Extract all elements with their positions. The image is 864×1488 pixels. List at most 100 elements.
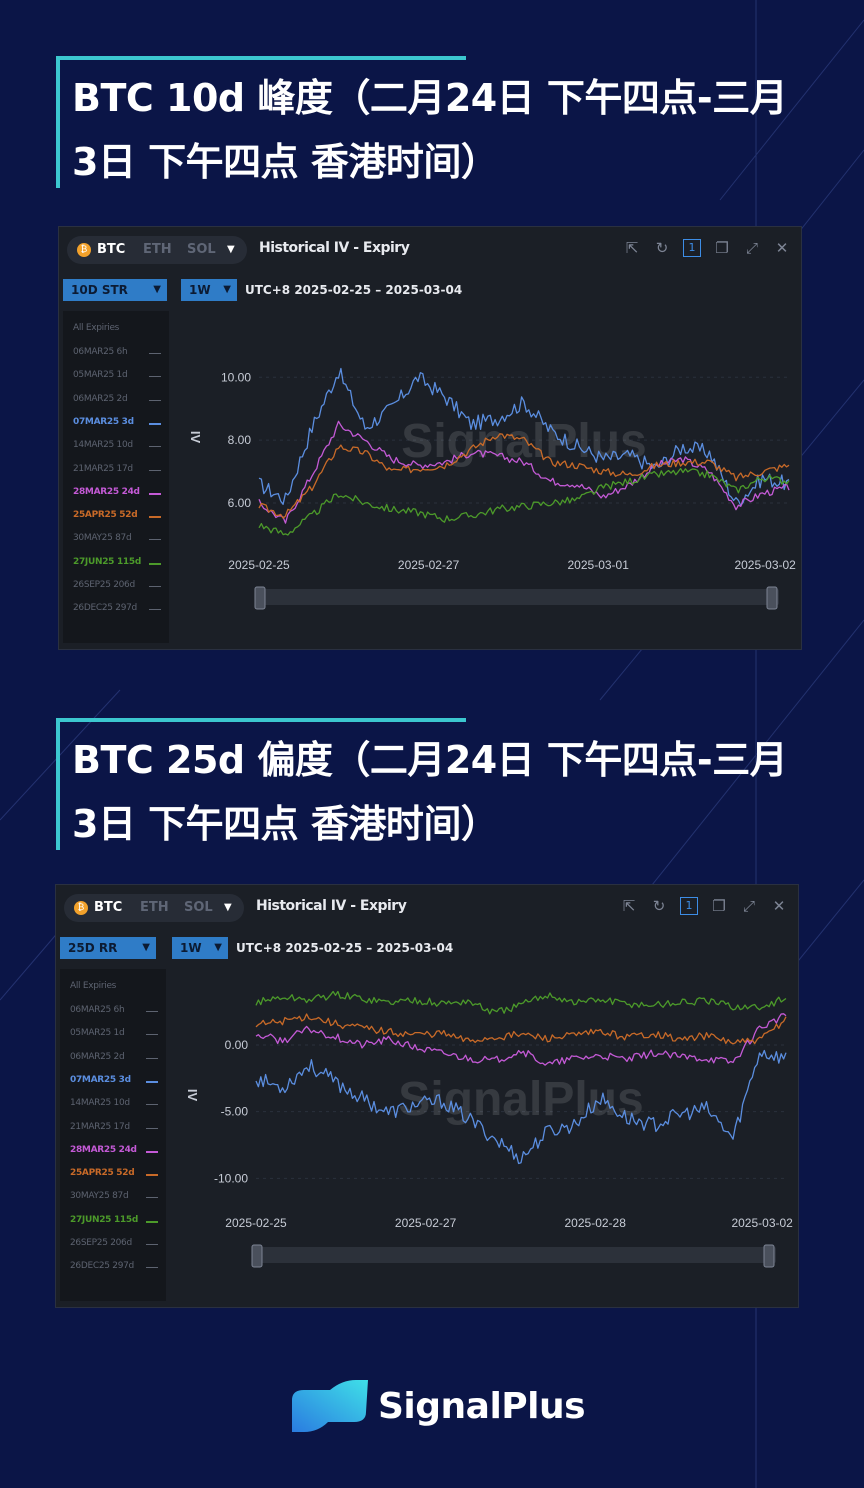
chart-heading-2: BTC 25d 偏度（二月24日 下午四点-三月3日 下午四点 香港时间）: [56, 718, 816, 850]
legend-item-label: 25APR25 52d: [73, 510, 138, 521]
legend-item-label: 06MAR25 6h: [73, 347, 128, 357]
legend-item[interactable]: 06MAR25 6h: [73, 347, 161, 357]
date-range: UTC+8 2025-02-25 – 2025-03-04: [236, 941, 454, 955]
y-tick-label: -5.00: [221, 1105, 249, 1119]
legend-item-label: 26SEP25 206d: [70, 1238, 132, 1248]
chevron-down-icon: ▼: [214, 942, 222, 953]
legend-item[interactable]: 25APR25 52d: [70, 1168, 158, 1179]
x-tick-label: 2025-02-25: [228, 558, 290, 572]
layout-one-icon[interactable]: 1: [683, 239, 701, 257]
legend-item[interactable]: 27JUN25 115d: [73, 556, 161, 567]
coin-eth[interactable]: ETH: [140, 900, 169, 915]
y-tick-label: -10.00: [214, 1171, 248, 1185]
legend-item[interactable]: 26DEC25 297d: [73, 603, 161, 614]
legend-swatch: [149, 469, 161, 471]
legend-swatch: [149, 492, 161, 495]
legend-item-label: 14MAR25 10d: [73, 440, 133, 451]
close-icon[interactable]: ✕: [772, 897, 786, 915]
legend-item[interactable]: 28MAR25 24d: [70, 1145, 158, 1155]
legend-item-label: 25APR25 52d: [70, 1168, 135, 1179]
legend-item[interactable]: 26SEP25 206d: [70, 1238, 158, 1248]
legend-swatch: [149, 399, 161, 401]
legend-item-label: 27JUN25 115d: [73, 556, 142, 567]
refresh-icon[interactable]: ↻: [655, 239, 669, 257]
legend-item[interactable]: 25APR25 52d: [73, 510, 161, 521]
chevron-down-icon: ▼: [223, 284, 231, 295]
legend-item[interactable]: 30MAY25 87d: [73, 533, 161, 544]
close-icon[interactable]: ✕: [775, 239, 789, 257]
heading-title: BTC 10d 峰度（二月24日 下午四点-三月3日 下午四点 香港时间）: [72, 76, 788, 184]
coin-btc[interactable]: BTC: [94, 900, 123, 915]
copy-icon[interactable]: ❐: [715, 239, 729, 257]
metric-select-value: 25D RR: [68, 941, 118, 955]
legend-swatch: [149, 609, 161, 611]
coin-sol[interactable]: SOL: [187, 242, 216, 257]
metric-select[interactable]: 25D RR ▼: [60, 937, 156, 959]
heading-accent-bar: [56, 56, 466, 60]
legend-item[interactable]: 06MAR25 6h: [70, 1005, 158, 1015]
legend-swatch: [149, 562, 161, 565]
period-select-value: 1W: [189, 283, 211, 297]
legend-item[interactable]: 07MAR25 3d: [70, 1075, 158, 1085]
legend-item[interactable]: 05MAR25 1d: [70, 1028, 158, 1038]
coin-eth[interactable]: ETH: [143, 242, 172, 257]
signalplus-logo-icon: [292, 1380, 368, 1432]
range-slider-handle-right: [766, 586, 778, 610]
x-tick-label: 2025-02-25: [225, 1216, 287, 1230]
legend-item-label: 21MAR25 17d: [73, 463, 133, 474]
series-line: [258, 467, 790, 536]
legend-swatch: [149, 422, 161, 425]
legend-item[interactable]: 06MAR25 2d: [73, 394, 161, 404]
legend-item[interactable]: 05MAR25 1d: [73, 370, 161, 380]
legend-item[interactable]: 28MAR25 24d: [73, 487, 161, 497]
export-icon[interactable]: ⇱: [625, 239, 639, 257]
controls-row: 10D STR ▼ 1W ▼ UTC+8 2025-02-25 – 2025-0…: [59, 279, 801, 303]
legend-item-label: 26DEC25 297d: [73, 603, 137, 614]
legend-item[interactable]: 06MAR25 2d: [70, 1051, 158, 1062]
series-line: [258, 367, 790, 507]
legend-item[interactable]: 21MAR25 17d: [73, 463, 161, 474]
legend-swatch: [146, 1127, 158, 1129]
y-tick-label: 0.00: [225, 1038, 249, 1052]
legend-swatch: [149, 446, 161, 448]
legend-swatch: [146, 1174, 158, 1177]
heading-accent-bar: [56, 718, 466, 722]
chevron-down-icon[interactable]: ▼: [227, 244, 235, 255]
legend-swatch: [146, 1220, 158, 1223]
legend-item[interactable]: 14MAR25 10d: [70, 1098, 158, 1108]
chart-heading-1: BTC 10d 峰度（二月24日 下午四点-三月3日 下午四点 香港时间）: [56, 56, 816, 188]
chevron-down-icon: ▼: [153, 284, 161, 295]
expand-icon[interactable]: ⤢: [745, 239, 758, 257]
legend-swatch: [146, 1150, 158, 1153]
period-select[interactable]: 1W ▼: [181, 279, 237, 301]
chevron-down-icon[interactable]: ▼: [224, 902, 232, 913]
metric-select-value: 10D STR: [71, 283, 128, 297]
panel-topbar: ₿ BTC ETH SOL ▼ Historical IV - Expiry ⇱…: [59, 227, 801, 271]
metric-select[interactable]: 10D STR ▼: [63, 279, 167, 301]
expand-icon[interactable]: ⤢: [742, 897, 755, 915]
legend-item-label: 06MAR25 2d: [70, 1051, 125, 1062]
coin-btc[interactable]: BTC: [97, 242, 126, 257]
legend-item-label: 26DEC25 297d: [70, 1261, 134, 1272]
legend-item[interactable]: 07MAR25 3d: [73, 417, 161, 427]
coin-sol[interactable]: SOL: [184, 900, 213, 915]
legend-item[interactable]: 26SEP25 206d: [73, 580, 161, 590]
legend-item[interactable]: 30MAY25 87d: [70, 1191, 158, 1201]
legend-item-label: 30MAY25 87d: [73, 533, 132, 544]
legend-swatch: [146, 1104, 158, 1106]
coin-selector: ₿ BTC ETH SOL ▼: [67, 236, 247, 264]
layout-one-icon[interactable]: 1: [680, 897, 698, 915]
export-icon[interactable]: ⇱: [622, 897, 636, 915]
period-select[interactable]: 1W ▼: [172, 937, 228, 959]
legend-item[interactable]: 21MAR25 17d: [70, 1122, 158, 1132]
legend-item[interactable]: 14MAR25 10d: [73, 440, 161, 451]
x-tick-label: 2025-03-02: [734, 558, 796, 572]
heading-title: BTC 25d 偏度（二月24日 下午四点-三月3日 下午四点 香港时间）: [72, 738, 788, 846]
y-axis-label: IV: [188, 431, 203, 444]
legend-item[interactable]: 27JUN25 115d: [70, 1215, 158, 1225]
copy-icon[interactable]: ❐: [712, 897, 726, 915]
legend-swatch: [149, 353, 161, 354]
legend-item[interactable]: 26DEC25 297d: [70, 1261, 158, 1272]
refresh-icon[interactable]: ↻: [652, 897, 666, 915]
period-select-value: 1W: [180, 941, 202, 955]
